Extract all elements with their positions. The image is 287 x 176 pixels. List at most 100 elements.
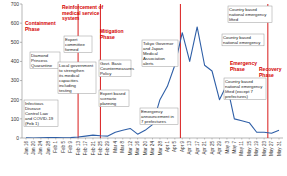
annotation-box [64,36,92,53]
y-tick-label: 200 [11,97,20,103]
x-tick-label: Apr 29 [217,141,222,155]
x-tick [100,138,101,140]
x-tick-label: Feb 25 [98,141,103,156]
x-tick-label: May 23 [262,141,267,157]
x-tick-label: Apr 13 [187,141,192,155]
x-tick-label: Feb 29 [105,141,110,156]
x-tick-label: Feb 1 [53,141,58,153]
x-tick [174,138,175,140]
x-tick [115,138,116,140]
x-tick-label: Apr 1 [165,141,170,152]
y-tick-label: 500 [11,39,20,45]
phase-label: Reinforcement ofmedical servicesystem [62,4,103,21]
x-tick [279,138,280,140]
x-tick-label: May 3 [225,141,230,154]
annotation-box [24,100,58,127]
x-tick-label: May 15 [247,141,252,157]
y-tick-label: 100 [11,116,20,122]
x-tick-label: May 31 [277,141,282,157]
phase-line [180,4,181,138]
annotation: InfectiousDiseaseControl Lawand COVID-19… [25,101,54,126]
phase-label: MitigationPhase [100,28,124,40]
annotation: Country basednational emergencylifted [229,7,267,22]
annotation: Local governmentto strengthenits medical… [59,63,94,93]
x-tick-label: May 11 [239,141,244,156]
chart: 0100200300400500600700Jan 16Jan 20Jan 24… [0,0,287,176]
x-tick [70,138,71,140]
x-tick-label: May 27 [269,141,274,157]
x-tick [234,138,235,140]
annotation-line: lifted [229,17,239,22]
annotation-box [58,62,96,93]
annotation-line: planning [100,101,117,106]
annotation: Govt. BasicCountermeasuresPolicy [100,61,134,76]
x-tick-label: Mar 4 [113,141,118,153]
annotation-box [99,90,129,107]
x-tick-label: Feb 9 [68,141,73,153]
x-tick-label: Apr 21 [202,141,207,155]
annotation-line: formed [65,47,79,52]
annotation: Country basednational emergencylifted (e… [225,79,263,99]
x-tick-label: Mar 8 [120,141,125,153]
x-tick [167,138,168,140]
x-tick [26,138,27,140]
phase-label-line: Phase [100,34,115,40]
plot-area [26,27,279,138]
x-tick [145,138,146,140]
x-tick [241,138,242,140]
x-tick [40,138,41,140]
x-tick [249,138,250,140]
annotation: Country basednational emergency [223,35,261,45]
x-tick-label: Mar 24 [150,141,155,156]
x-tick-label: Apr 9 [180,141,185,152]
x-tick-label: Jan 20 [31,141,36,155]
x-tick-label: Apr 5 [172,141,177,152]
annotation-box [224,78,266,100]
x-tick [159,138,160,140]
x-tick-label: Feb 21 [91,141,96,156]
annotation-box [228,6,272,23]
x-tick [92,138,93,140]
x-tick [63,138,64,140]
x-tick [212,138,213,140]
phase-label: ContainmentPhase [25,20,56,32]
phase-label: RecoveryPhase [259,66,282,78]
annotation: DiamondPrincessQuarantine [31,53,53,68]
x-tick [189,138,190,140]
annotation-line: Quarantine [31,63,53,68]
x-tick [78,138,79,140]
annotation-line: (Feb 1) [25,121,39,126]
x-tick [182,138,183,140]
x-tick [204,138,205,140]
x-tick-label: Feb 13 [76,141,81,156]
x-tick-label: May 19 [254,141,259,157]
y-tick-label: 700 [11,1,20,7]
x-tick [55,138,56,140]
phase-label: EmergencyPhase [230,60,257,72]
x-tick-label: Jan 28 [46,141,51,155]
annotation-box [222,34,264,46]
annotation-line: Policy [100,71,112,76]
annotation-line: alerts [143,61,154,66]
y-tick-label: 400 [11,58,20,64]
annotation-line: prefectures) [225,94,248,99]
x-tick-label: Mar 28 [158,141,163,156]
x-tick [107,138,108,140]
annotation-box [140,108,178,125]
annotation-line: testing [59,88,72,93]
x-tick [130,138,131,140]
annotation-line: 7 prefectures [141,119,166,124]
x-tick [197,138,198,140]
y-tick-label: 0 [16,135,19,141]
phase-label-line: Phase [25,26,40,32]
annotation-box [30,52,60,69]
x-tick-label: Feb 5 [61,141,66,153]
annotation: Tokyo Governorand JapanMedicalAssociatio… [143,41,174,66]
x-tick [226,138,227,140]
x-tick-label: Mar 20 [143,141,148,156]
x-tick-label: Mar 16 [135,141,140,156]
x-tick [219,138,220,140]
y-tick-label: 600 [11,20,20,26]
x-tick-label: Mar 12 [128,141,133,156]
annotation-line: national emergency [223,40,261,45]
